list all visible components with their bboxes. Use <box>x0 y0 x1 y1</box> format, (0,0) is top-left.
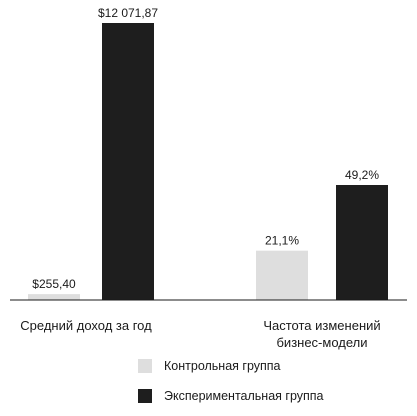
value-label-control-2: 21,1% <box>265 234 299 248</box>
legend-swatch-experimental <box>138 389 152 403</box>
bar-control-1 <box>28 294 80 300</box>
legend-item-experimental: Экспериментальная группа <box>138 386 408 406</box>
value-label-experimental-2: 49,2% <box>345 168 379 182</box>
category-label-2-line-2: бизнес-модели <box>276 335 367 350</box>
bars <box>28 23 388 300</box>
value-label-control-1: $255,40 <box>32 277 76 291</box>
category-label-2-line-1: Частота изменений <box>263 318 380 333</box>
bar-experimental-2 <box>336 185 388 300</box>
value-labels: $255,40 $12 071,87 21,1% 49,2% <box>32 6 379 291</box>
value-label-experimental-1: $12 071,87 <box>98 6 158 20</box>
legend-item-control: Контрольная группа <box>138 356 408 376</box>
legend-label-control: Контрольная группа <box>164 359 281 373</box>
bar-experimental-1 <box>102 23 154 300</box>
legend-swatch-control <box>138 359 152 373</box>
legend-label-experimental: Экспериментальная группа <box>164 389 324 403</box>
category-labels: Средний доход за год Частота изменений биз… <box>20 318 380 350</box>
category-label-1: Средний доход за год <box>20 318 152 333</box>
bar-control-2 <box>256 250 308 300</box>
legend: Контрольная группа Экспериментальная гру… <box>138 356 408 416</box>
